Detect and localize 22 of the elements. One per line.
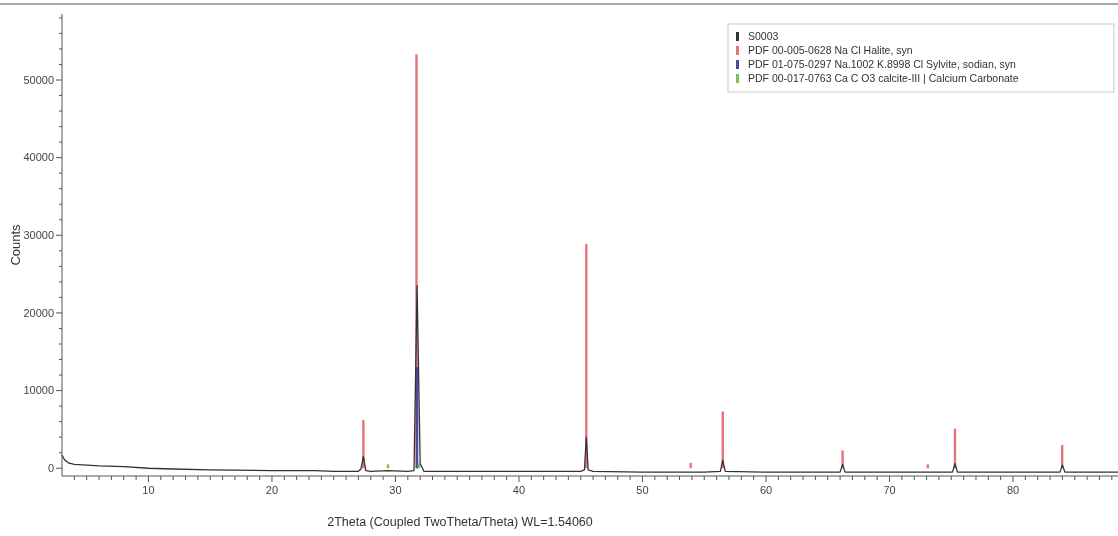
legend-label: PDF 00-005-0628 Na Cl Halite, syn: [748, 44, 913, 56]
line-series: [61, 285, 1118, 473]
x-tick-label: 60: [759, 484, 773, 496]
x-tick-label: 70: [883, 484, 896, 496]
y-tick-label: 20000: [23, 306, 54, 319]
y-tick-label: 30000: [23, 229, 54, 242]
x-tick-label: 20: [265, 484, 279, 496]
x-tick-label: 50: [636, 484, 649, 496]
legend-label: PDF 01-075-0297 Na.1002 K.8998 Cl Sylvite, sodian, syn: [748, 58, 1017, 70]
bar: [689, 462, 692, 469]
x-tick-label: 80: [1006, 484, 1020, 496]
x-tick-label: 40: [512, 484, 526, 496]
y-axis-title: Counts: [8, 223, 23, 266]
legend-label: PDF 00-017-0763 Ca C O3 calcite-III | Calcium Carbonate: [748, 72, 1019, 84]
x-tick-label: 30: [389, 484, 402, 496]
legend-label: S0003: [748, 30, 779, 42]
y-tick-label: 50000: [23, 73, 54, 86]
y-tick-label: 40000: [23, 151, 54, 164]
x-axis-title: 2Theta (Coupled TwoTheta/Theta) WL=1.54060: [327, 515, 593, 529]
y-tick-label: 0: [47, 462, 54, 475]
y-tick-label: 10000: [23, 384, 54, 397]
x-tick-label: 10: [142, 484, 155, 496]
